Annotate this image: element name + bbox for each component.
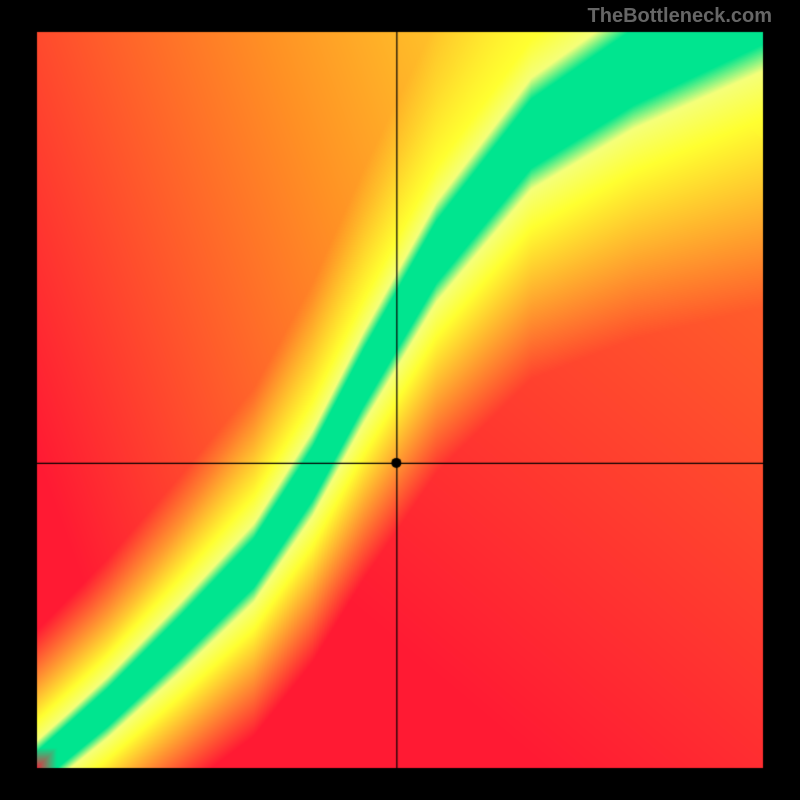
chart-container: { "watermark": { "text": "TheBottleneck.… [0, 0, 800, 800]
bottleneck-heatmap [35, 30, 765, 770]
watermark-text: TheBottleneck.com [588, 5, 772, 28]
